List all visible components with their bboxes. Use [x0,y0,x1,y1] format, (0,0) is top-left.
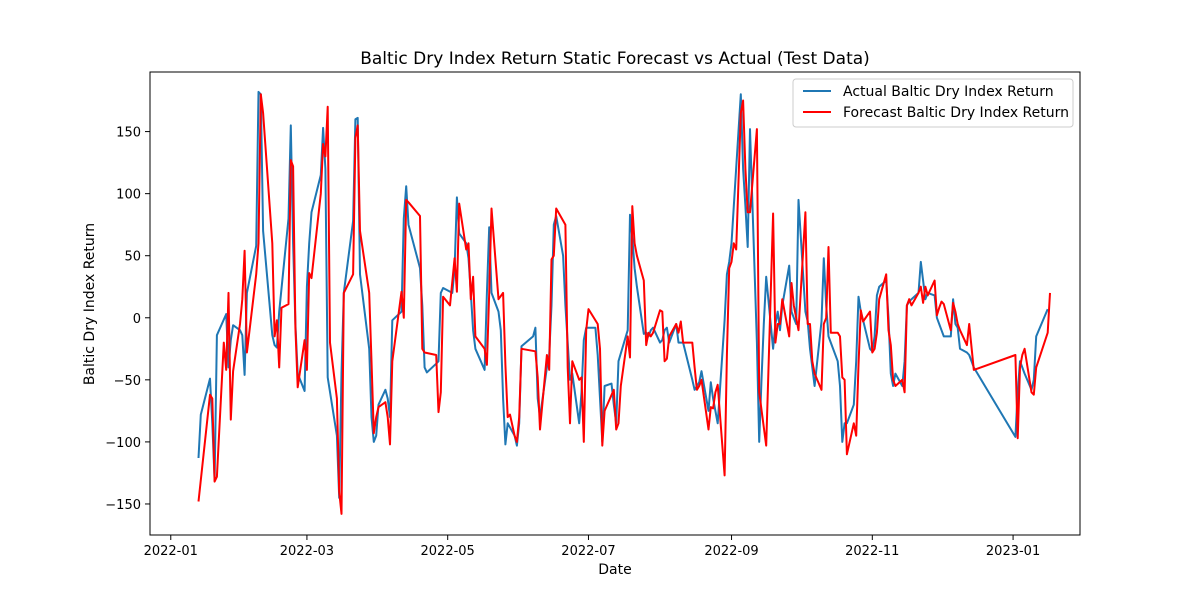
plot-frame [149,71,1081,536]
y-tick-label: −150 [105,498,141,513]
x-tick-label: 2022-09 [704,544,758,559]
x-axis: 2022-01 2022-03 2022-05 2022-07 2022-09 2022-… [144,535,1040,559]
series-line-forecast [197,93,1051,515]
legend-label-forecast: Forecast Baltic Dry Index Return [843,105,1069,121]
legend-label-actual: Actual Baltic Dry Index Return [843,84,1054,100]
y-tick-label: 0 [133,312,141,327]
y-tick-label: 100 [116,188,141,203]
legend: Actual Baltic Dry Index Return Forecast … [792,78,1074,128]
y-axis-title: Baltic Dry Index Return [82,223,98,385]
y-tick-label: −50 [114,374,141,389]
legend-box [792,78,1074,128]
x-tick-label: 2022-07 [561,544,615,559]
series-layer [197,90,1051,515]
x-tick-label: 2022-05 [421,544,475,559]
x-axis-title: Date [598,562,631,578]
x-tick-label: 2022-03 [280,544,334,559]
y-tick-label: −100 [105,436,141,451]
y-axis: −150 −100 −50 0 50 100 150 [105,126,150,513]
y-tick-label: 50 [124,250,141,265]
y-tick-label: 150 [116,126,141,141]
x-tick-label: 2022-11 [845,544,899,559]
x-tick-label: 2022-01 [144,544,198,559]
chart-title: Baltic Dry Index Return Static Forecast … [360,49,870,69]
x-tick-label: 2023-01 [986,544,1040,559]
